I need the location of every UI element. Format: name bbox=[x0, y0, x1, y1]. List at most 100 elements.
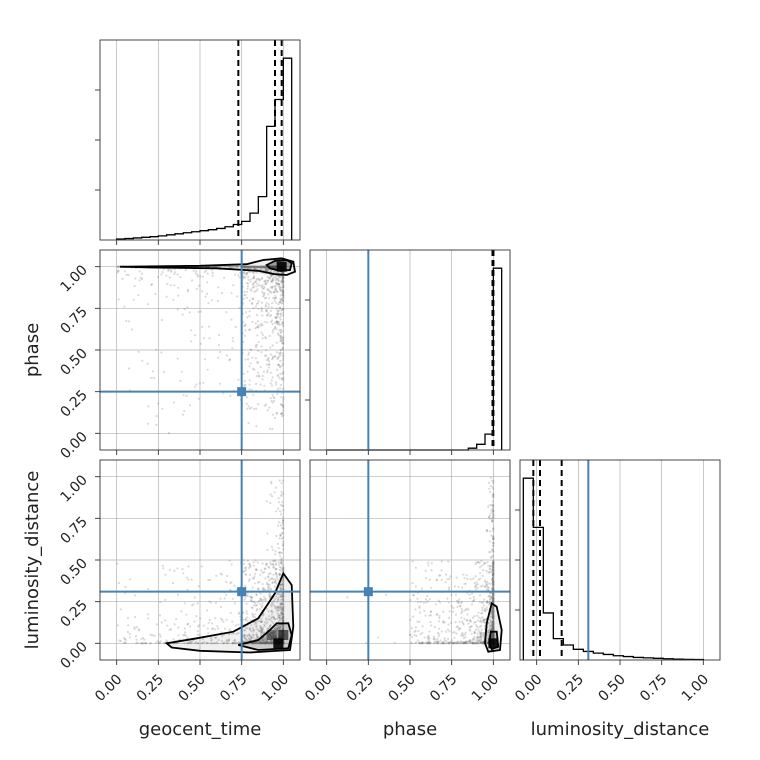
sample-point bbox=[275, 289, 278, 292]
sample-point bbox=[264, 265, 267, 268]
sample-point bbox=[260, 625, 263, 629]
sample-point bbox=[492, 596, 495, 599]
sample-point bbox=[243, 294, 246, 297]
sample-point bbox=[282, 290, 285, 294]
sample-point bbox=[219, 597, 222, 600]
sample-point bbox=[492, 634, 495, 637]
sample-point bbox=[446, 597, 449, 600]
sample-point bbox=[267, 268, 270, 271]
sample-point bbox=[260, 620, 263, 623]
sample-point bbox=[271, 322, 274, 326]
sample-point bbox=[273, 266, 276, 269]
sample-point bbox=[454, 621, 457, 624]
sample-point bbox=[279, 554, 282, 557]
sample-point bbox=[272, 413, 275, 416]
sample-point bbox=[409, 633, 412, 637]
sample-point bbox=[143, 638, 146, 641]
sample-point bbox=[262, 586, 265, 590]
sample-point bbox=[479, 636, 482, 639]
sample-point bbox=[214, 636, 217, 640]
sample-point bbox=[117, 269, 120, 272]
sample-point bbox=[254, 613, 257, 616]
sample-point bbox=[271, 278, 274, 281]
sample-point bbox=[250, 596, 254, 599]
sample-point bbox=[259, 592, 262, 595]
sample-point bbox=[267, 358, 270, 361]
sample-point bbox=[258, 266, 261, 269]
sample-point bbox=[122, 642, 126, 645]
sample-point bbox=[269, 291, 273, 294]
sample-point bbox=[268, 277, 271, 280]
sample-point bbox=[254, 266, 257, 269]
sample-point bbox=[460, 611, 463, 615]
sample-point bbox=[221, 635, 224, 638]
sample-point bbox=[492, 613, 495, 616]
sample-point bbox=[275, 282, 278, 285]
sample-point bbox=[492, 613, 495, 617]
sample-point bbox=[279, 524, 282, 527]
sample-point bbox=[492, 611, 495, 614]
sample-point bbox=[480, 564, 483, 567]
sample-point bbox=[260, 265, 263, 268]
sample-point bbox=[262, 265, 266, 268]
sample-point bbox=[259, 265, 262, 268]
sample-point bbox=[492, 598, 495, 601]
sample-point bbox=[181, 568, 184, 571]
sample-point bbox=[492, 633, 495, 637]
sample-point bbox=[276, 578, 279, 581]
sample-point bbox=[281, 281, 284, 284]
sample-point bbox=[492, 587, 495, 591]
sample-point bbox=[265, 622, 268, 625]
sample-point bbox=[492, 614, 495, 617]
sample-point bbox=[280, 482, 283, 485]
sample-point bbox=[492, 616, 495, 619]
sample-point bbox=[282, 492, 285, 495]
density-cells bbox=[276, 261, 287, 272]
sample-point bbox=[121, 277, 124, 280]
sample-point bbox=[492, 636, 495, 639]
sample-point bbox=[220, 605, 223, 609]
sample-point bbox=[279, 595, 282, 599]
sample-point bbox=[492, 576, 495, 579]
sample-point bbox=[492, 636, 495, 639]
sample-point bbox=[182, 634, 185, 637]
sample-point bbox=[260, 620, 264, 623]
sample-point bbox=[244, 637, 247, 640]
sample-point bbox=[478, 639, 481, 642]
sample-point bbox=[279, 285, 282, 288]
sample-point bbox=[119, 608, 122, 611]
grid bbox=[326, 250, 494, 450]
sample-point bbox=[217, 333, 221, 337]
sample-point bbox=[245, 265, 248, 268]
sample-point bbox=[488, 571, 491, 574]
sample-point bbox=[470, 632, 473, 635]
sample-point bbox=[282, 566, 285, 569]
sample-point bbox=[162, 567, 165, 570]
sample-point bbox=[463, 642, 467, 645]
sample-point bbox=[265, 363, 268, 366]
sample-point bbox=[270, 384, 274, 387]
sample-point bbox=[173, 268, 176, 271]
sample-point bbox=[477, 561, 480, 564]
sample-point bbox=[492, 599, 495, 602]
sample-point bbox=[492, 564, 495, 567]
sample-point bbox=[253, 628, 256, 632]
sample-point bbox=[492, 621, 495, 624]
sample-point bbox=[492, 623, 495, 626]
sample-point bbox=[410, 642, 414, 645]
sample-point bbox=[281, 612, 284, 616]
sample-point bbox=[264, 297, 267, 300]
sample-point bbox=[254, 621, 258, 624]
sample-point bbox=[438, 620, 441, 623]
sample-point bbox=[266, 532, 269, 535]
sample-point bbox=[492, 537, 495, 541]
xticklabel-geocent_time-0: 0.00 bbox=[92, 672, 125, 705]
sample-point bbox=[492, 632, 495, 636]
sample-point bbox=[183, 602, 186, 605]
sample-point bbox=[228, 628, 231, 631]
sample-point bbox=[265, 581, 268, 584]
sample-point bbox=[264, 638, 267, 641]
sample-point bbox=[466, 607, 469, 610]
sample-point bbox=[282, 615, 285, 618]
sample-point bbox=[419, 642, 422, 645]
